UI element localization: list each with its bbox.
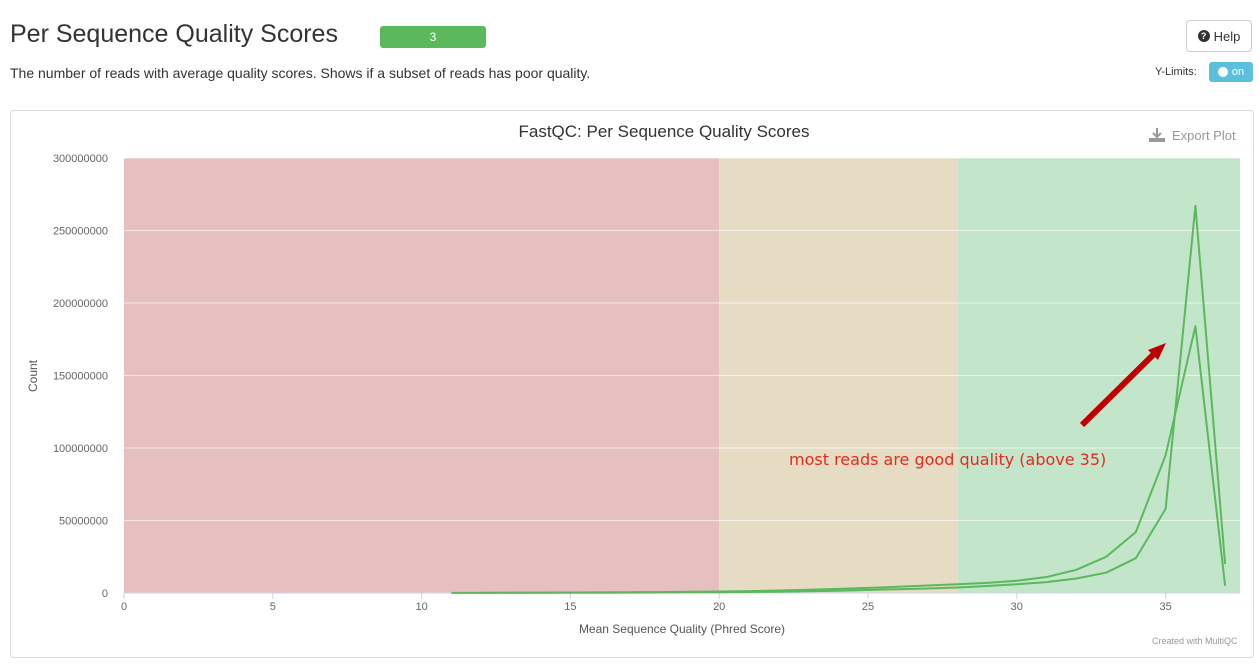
y-axis-label: Count <box>26 359 40 392</box>
x-tick-label: 15 <box>564 601 576 613</box>
y-tick-label: 150000000 <box>53 371 108 383</box>
toggle-knob-icon <box>1217 67 1228 77</box>
y-tick-label: 50000000 <box>59 516 108 528</box>
section-title: Per Sequence Quality Scores <box>10 20 338 48</box>
question-circle-icon: ? <box>1197 30 1210 42</box>
x-tick-label: 0 <box>121 601 127 613</box>
x-tick-label: 20 <box>713 601 725 613</box>
x-axis-ticks: 0 5 10 15 20 25 30 35 <box>121 593 1172 613</box>
multiqc-credit: Created with MultiQC <box>1152 636 1238 646</box>
y-tick-label: 300000000 <box>53 153 108 165</box>
x-tick-label: 10 <box>415 601 427 613</box>
export-plot-button[interactable]: Export Plot <box>1148 127 1236 143</box>
y-tick-label: 0 <box>102 588 108 600</box>
annotation-text: most reads are good quality (above 35) <box>789 450 1106 469</box>
sample-count-badge: 3 <box>380 26 486 48</box>
chart-title: FastQC: Per Sequence Quality Scores <box>518 122 809 141</box>
y-tick-label: 200000000 <box>53 298 108 310</box>
annotation-arrowhead <box>1148 343 1166 360</box>
help-button[interactable]: ? Help <box>1186 20 1252 52</box>
section-description: The number of reads with average quality… <box>10 65 591 81</box>
download-icon <box>1149 128 1165 142</box>
help-button-label: Help <box>1213 28 1241 44</box>
y-limits-label: Y-Limits: <box>1155 66 1197 78</box>
plot-container <box>10 110 1254 658</box>
y-limits-toggle[interactable]: on <box>1209 62 1253 82</box>
x-tick-label: 25 <box>862 601 874 613</box>
series-line-2 <box>481 325 1227 594</box>
x-tick-label: 30 <box>1011 601 1023 613</box>
y-axis-ticks: 0 50000000 100000000 150000000 200000000 2500… <box>53 153 108 600</box>
x-tick-label: 5 <box>270 601 276 613</box>
x-tick-label: 35 <box>1159 601 1171 613</box>
series-lines <box>451 204 1227 594</box>
y-tick-label: 100000000 <box>53 443 108 455</box>
export-plot-label: Export Plot <box>1172 127 1236 143</box>
toggle-label: on <box>1231 66 1245 78</box>
annotation-arrow <box>1079 349 1159 428</box>
x-axis-label: Mean Sequence Quality (Phred Score) <box>579 622 785 636</box>
y-tick-label: 250000000 <box>53 226 108 238</box>
